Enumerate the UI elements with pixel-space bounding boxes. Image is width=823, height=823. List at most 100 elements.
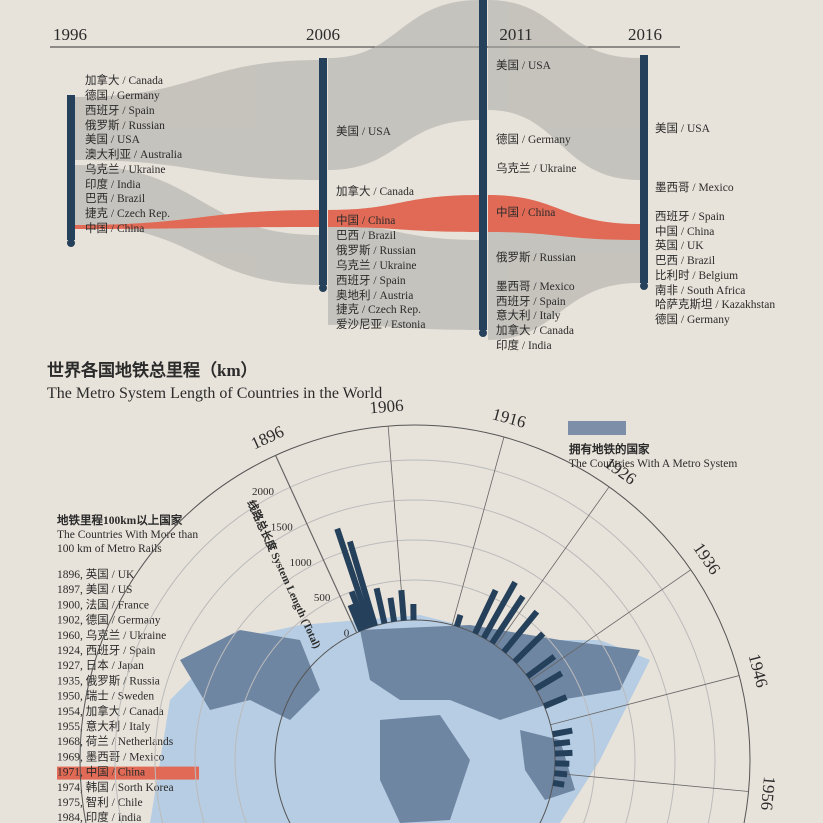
- country-label: 乌克兰 / Ukraine: [336, 258, 416, 272]
- list-item: 1900, 法国 / France: [57, 597, 149, 611]
- highlight: [57, 766, 199, 780]
- tick-label: 0: [344, 627, 350, 639]
- grid-ring: [234, 579, 596, 823]
- title-en: The Metro System Length of Countries in …: [47, 385, 382, 402]
- tick-label: 1500: [271, 522, 294, 534]
- list-item: 1950, 瑞士 / Sweden: [57, 689, 154, 703]
- length-bar: [543, 694, 568, 709]
- year-label: 1956: [757, 776, 779, 812]
- list-title-en: The Countries With More than 100 km of Me…: [57, 529, 198, 555]
- length-bar: [552, 727, 573, 738]
- country-label: 爱沙尼亚 / Estonia: [336, 318, 425, 331]
- country-label: 西班牙 / Spain: [336, 274, 406, 287]
- year-spoke: [530, 569, 691, 681]
- title-zh: 世界各国地铁总里程（km）: [47, 360, 258, 380]
- outer-ring: [79, 424, 751, 823]
- country-label: 加拿大 / Canada: [336, 184, 414, 198]
- flows: [75, 0, 640, 340]
- grid-ring: [154, 499, 676, 823]
- column-dot: [640, 282, 648, 290]
- column-bar: [479, 0, 487, 330]
- year-label: 2011: [499, 25, 532, 44]
- list-item: 1975, 智利 / Chile: [57, 795, 143, 809]
- length-bar: [512, 631, 546, 664]
- country-label: 南非 / South Africa: [655, 283, 745, 297]
- length-bar: [334, 527, 374, 629]
- country-label: 德国 / Germany: [496, 132, 571, 146]
- country-label: 中国 / China: [85, 222, 144, 235]
- country-label: 西班牙 / Spain: [496, 295, 566, 308]
- grid-ring: [194, 539, 636, 823]
- country-label: 俄罗斯 / Russian: [85, 119, 165, 132]
- country-label: 俄罗斯 / Russian: [336, 244, 416, 257]
- column-dot: [319, 284, 327, 292]
- country-label: 墨西哥 / Mexico: [496, 280, 575, 293]
- china-flow: [75, 195, 640, 240]
- list-title-zh: 地铁里程100km以上国家: [57, 513, 183, 527]
- legend-en: The Countries With A Metro System: [569, 458, 737, 470]
- length-bar: [533, 670, 564, 692]
- legend-zh: 拥有地铁的国家: [569, 442, 650, 456]
- length-bar: [552, 779, 565, 788]
- list-title-en-1: The Countries With More than: [57, 529, 198, 541]
- list-item: 1927, 日本 / Japan: [57, 658, 144, 672]
- tick-label: 2000: [252, 486, 275, 498]
- length-bar: [387, 597, 398, 623]
- country-label: 捷克 / Czech Rep.: [85, 206, 170, 220]
- list-title-en-2: 100 km of Metro Rails: [57, 543, 162, 555]
- list-item: 1935, 俄罗斯 / Russia: [57, 674, 160, 687]
- list-item: 1902, 德国 / Germany: [57, 613, 161, 627]
- year-label: 1906: [369, 396, 404, 418]
- grid-ring: [114, 459, 716, 823]
- tick-label: 1000: [290, 557, 313, 569]
- column-dot: [67, 239, 75, 247]
- country-label: 德国 / Germany: [85, 88, 160, 102]
- list-item: 1971, 中国 / China: [57, 766, 145, 779]
- year-spoke: [554, 772, 749, 792]
- length-bar: [398, 589, 407, 621]
- list-item: 1984, 印度 / India: [57, 810, 141, 823]
- year-label: 1996: [53, 25, 87, 44]
- list-item: 1924, 西班牙 / Spain: [57, 644, 156, 657]
- country-label: 西班牙 / Spain: [85, 104, 155, 117]
- tick-label: 500: [314, 592, 331, 604]
- country-label: 乌克兰 / Ukraine: [496, 161, 576, 175]
- list-item: 1897, 美国 / US: [57, 582, 132, 596]
- length-bar: [554, 749, 573, 757]
- country-label: 印度 / India: [496, 338, 552, 352]
- year-spoke: [387, 426, 405, 621]
- list-item: 1960, 乌克兰 / Ukraine: [57, 628, 166, 642]
- country-label: 捷克 / Czech Rep.: [336, 302, 421, 316]
- length-bar: [481, 580, 518, 640]
- length-bar: [472, 588, 499, 635]
- country-label: 美国 / USA: [336, 124, 392, 138]
- country-label: 奥地利 / Austria: [336, 288, 413, 302]
- length-bar: [553, 739, 571, 747]
- country-label: 英国 / UK: [655, 238, 704, 252]
- length-bar: [554, 770, 568, 778]
- country-label: 西班牙 / Spain: [655, 210, 725, 223]
- country-label: 中国 / China: [336, 214, 395, 227]
- year-spoke: [275, 455, 358, 633]
- country-label: 美国 / USA: [496, 58, 552, 72]
- length-bar: [454, 614, 464, 628]
- country-label: 德国 / Germany: [655, 312, 730, 326]
- column-bar: [67, 95, 75, 240]
- column-dot: [479, 329, 487, 337]
- length-bar: [525, 654, 557, 679]
- country-label: 美国 / USA: [85, 132, 141, 146]
- column-bar: [319, 58, 327, 285]
- list-item: 1974, 韩国 / Sorth Korea: [57, 780, 174, 794]
- year-spoke: [451, 436, 505, 626]
- year-label: 2006: [306, 25, 340, 44]
- list-item: 1954, 加拿大 / Canada: [57, 704, 164, 718]
- country-label: 哈萨克斯坦 / Kazakhstan: [655, 297, 775, 311]
- country-label: 乌克兰 / Ukraine: [85, 162, 165, 176]
- country-label: 加拿大 / Canada: [496, 323, 574, 337]
- country-label: 印度 / India: [85, 177, 141, 191]
- country-label: 比利时 / Belgium: [655, 269, 738, 282]
- country-label: 巴西 / Brazil: [655, 255, 715, 267]
- country-label: 巴西 / Brazil: [85, 193, 145, 205]
- length-bar: [501, 609, 540, 654]
- country-label: 中国 / China: [655, 225, 714, 238]
